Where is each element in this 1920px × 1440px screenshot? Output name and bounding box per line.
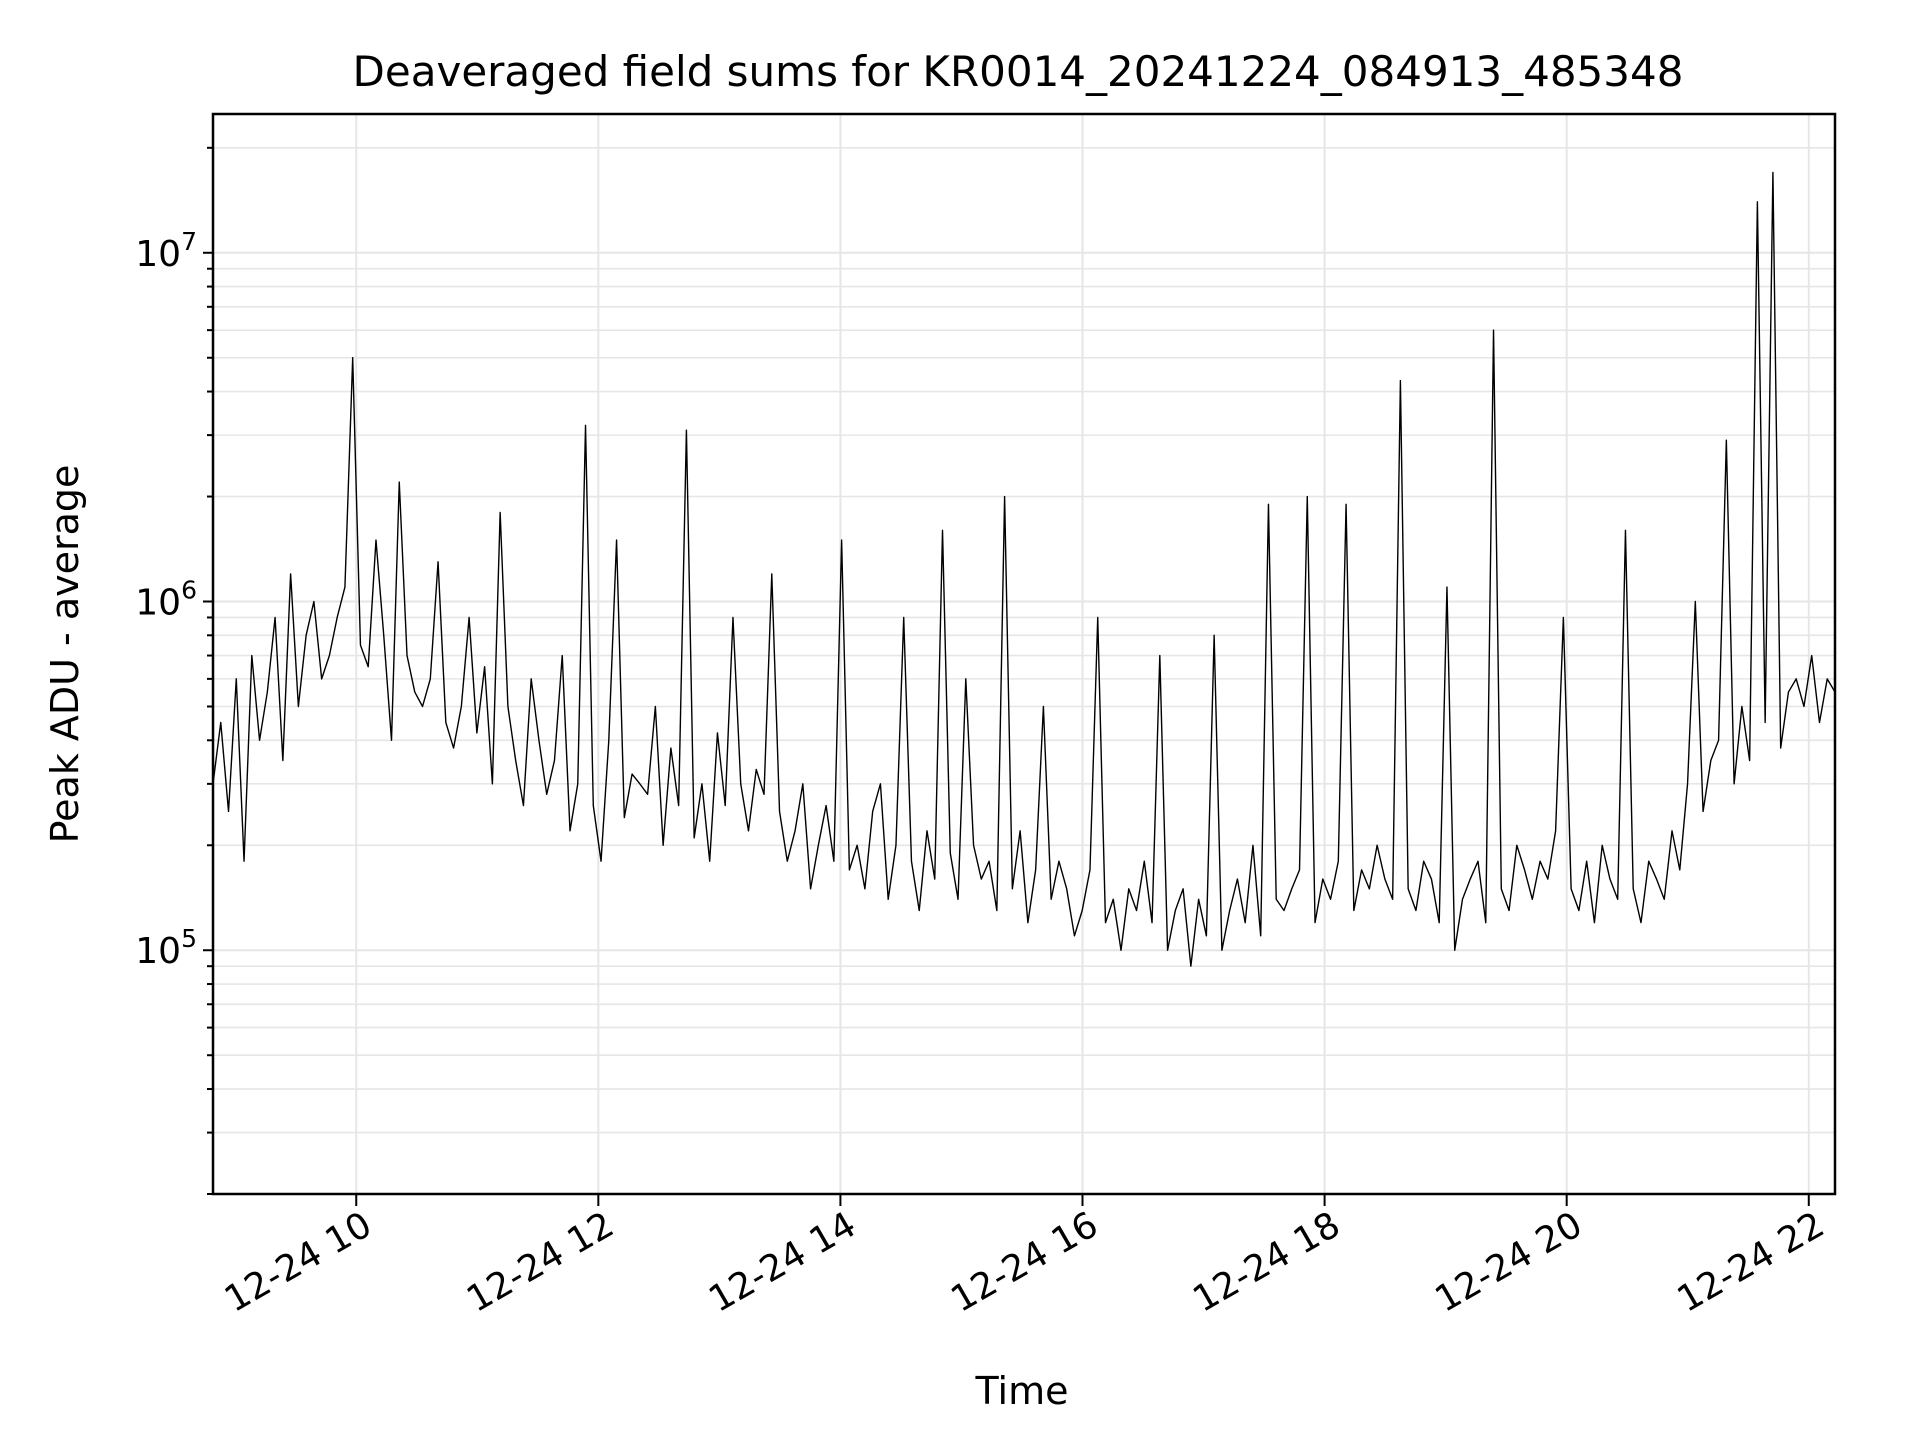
y-axis-label: Peak ADU - average (43, 465, 87, 844)
y-tick-label: 105 (135, 924, 197, 972)
plot-area-frame (211, 112, 1837, 1196)
chart-title: Deaveraged field sums for KR0014_2024122… (353, 47, 1684, 96)
x-axis-ticks: 12-24 10 12-24 12 12-24 14 12-24 16 12-24 18… (218, 1194, 1831, 1321)
grid (213, 114, 1835, 1195)
x-tick-label: 12-24 22 (1671, 1204, 1832, 1320)
series-line (212, 171, 1836, 967)
x-tick-label: 12-24 16 (944, 1204, 1105, 1320)
x-tick-label: 12-24 20 (1429, 1204, 1590, 1320)
x-tick-label: 12-24 12 (460, 1204, 621, 1320)
y-tick-label: 106 (135, 576, 197, 624)
x-tick-label: 12-24 10 (218, 1204, 379, 1320)
x-tick-label: 12-24 14 (702, 1204, 863, 1320)
y-axis-ticks: 105 106 107 (135, 146, 213, 1195)
series-layer (212, 171, 1836, 967)
x-axis-label: Time (975, 1369, 1069, 1413)
y-tick-label: 107 (135, 227, 197, 275)
x-tick-label: 12-24 18 (1186, 1204, 1347, 1320)
